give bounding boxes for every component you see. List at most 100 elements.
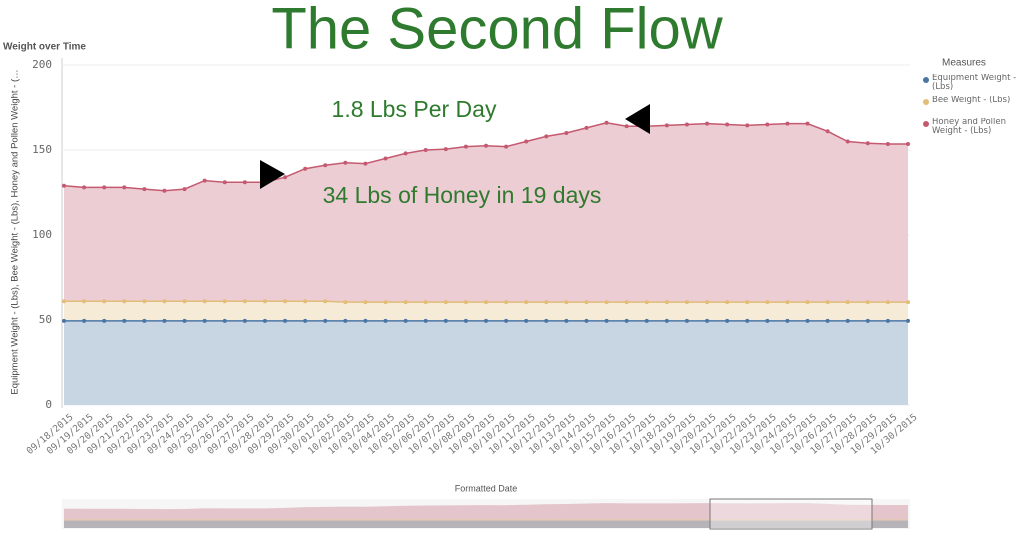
point [564, 131, 569, 135]
point [644, 318, 649, 323]
y-axis-label: Equipment Weight - (Lbs), Bee Weight - (… [10, 69, 21, 394]
point [785, 318, 790, 323]
point [484, 143, 488, 148]
point [725, 318, 730, 323]
point [142, 318, 147, 323]
point [825, 129, 830, 134]
point [524, 300, 529, 305]
point [544, 134, 549, 139]
point [484, 318, 488, 323]
arrow [260, 160, 285, 189]
point [182, 187, 187, 192]
page-title: The Second Flow [271, 0, 723, 61]
point [82, 185, 87, 190]
point [644, 300, 649, 305]
point [222, 318, 227, 323]
y-tick-label: 150 [32, 143, 52, 156]
point [262, 299, 267, 304]
point [122, 318, 127, 323]
point [504, 144, 509, 149]
point [584, 300, 589, 305]
point [765, 318, 770, 323]
point [624, 318, 629, 323]
point [504, 318, 509, 323]
point [283, 299, 288, 304]
point [705, 121, 710, 126]
point [403, 151, 408, 156]
point [102, 299, 107, 304]
point [584, 318, 589, 323]
y-tick-label: 200 [32, 58, 52, 71]
point [82, 318, 87, 323]
point [222, 299, 227, 304]
point [544, 300, 549, 305]
point [825, 300, 830, 305]
point [845, 139, 850, 144]
x-axis-label: Formatted Date [455, 483, 518, 493]
point [403, 300, 408, 305]
point [423, 148, 428, 152]
point [785, 121, 790, 126]
point [785, 300, 790, 305]
point [745, 318, 750, 323]
point [463, 144, 468, 149]
point [323, 163, 328, 168]
point [684, 318, 689, 323]
scroll-selection [709, 498, 873, 530]
point [443, 147, 448, 152]
point [504, 300, 509, 305]
legend-label: Bee Weight - (Lbs) [932, 96, 1011, 105]
point [624, 300, 629, 305]
point [805, 121, 810, 126]
legend-swatch [923, 99, 929, 105]
scrollbar[interactable] [62, 499, 910, 529]
arrow [625, 104, 650, 134]
point [343, 318, 348, 323]
point [845, 300, 850, 305]
point [182, 318, 187, 323]
point [684, 300, 689, 305]
point [242, 318, 247, 323]
point [524, 139, 529, 144]
point [323, 318, 328, 323]
point [262, 318, 267, 323]
point [745, 300, 750, 305]
point [383, 300, 388, 305]
point [906, 142, 910, 147]
point [303, 166, 308, 171]
point [62, 299, 66, 304]
point [463, 300, 468, 305]
point [885, 300, 890, 305]
point [363, 300, 368, 305]
point [202, 299, 207, 304]
point [242, 299, 247, 304]
point [62, 318, 66, 323]
point [604, 120, 609, 125]
point [423, 318, 428, 323]
point [725, 300, 730, 305]
point [604, 300, 609, 305]
annotation: 34 Lbs of Honey in 19 days [323, 182, 602, 208]
point [182, 299, 187, 304]
point [82, 299, 87, 304]
legend-swatch [923, 121, 929, 127]
area-backing [64, 320, 908, 405]
point [162, 299, 167, 304]
point [222, 180, 227, 185]
point [202, 318, 207, 323]
point [725, 122, 730, 127]
point [463, 318, 468, 323]
point [383, 318, 388, 323]
point [443, 318, 448, 323]
point [845, 318, 850, 323]
legend-label: Honey and Pollen Weight - (Lbs) [932, 118, 1006, 136]
point [705, 300, 710, 305]
point [122, 299, 127, 304]
point [885, 142, 890, 147]
mini-area [64, 518, 908, 528]
point [906, 318, 910, 323]
mini-area [64, 503, 908, 528]
point [484, 300, 488, 305]
point [122, 185, 127, 190]
